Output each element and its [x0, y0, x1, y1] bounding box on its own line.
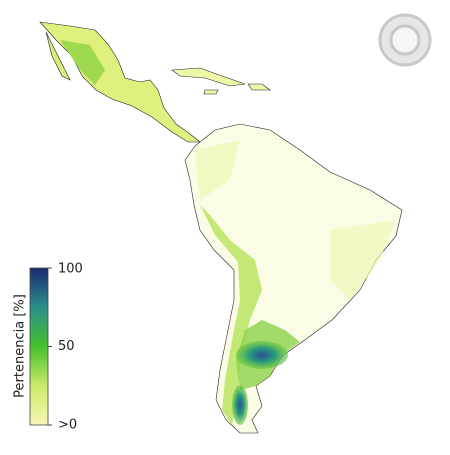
- colorbar: Pertenencia [%]: [13, 267, 49, 426]
- suitability-patches: [195, 140, 395, 425]
- logo: [378, 13, 432, 67]
- colorbar-title: Pertenencia [%]: [13, 294, 28, 398]
- colorbar-tick-label: >0: [58, 418, 77, 433]
- colorbar-tick-label: 100: [58, 262, 83, 277]
- colorbar-tick-label: 50: [58, 339, 75, 354]
- colorbar-ramp: [29, 267, 49, 426]
